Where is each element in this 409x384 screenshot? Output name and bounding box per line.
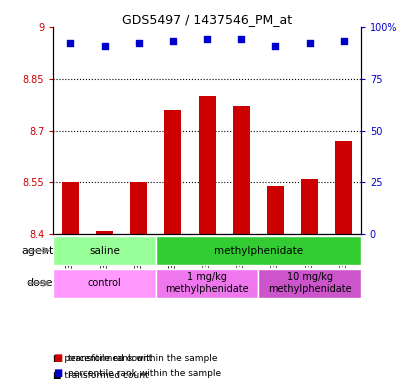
Point <box>237 36 244 42</box>
Text: ■ transformed count: ■ transformed count <box>53 371 148 380</box>
FancyBboxPatch shape <box>258 268 360 298</box>
Point <box>135 40 142 46</box>
Point <box>101 43 108 49</box>
Point <box>67 40 74 46</box>
Bar <box>62 182 79 234</box>
Text: methylphenidate: methylphenidate <box>213 246 302 256</box>
Bar <box>300 179 317 234</box>
Point <box>272 43 278 49</box>
Point <box>306 40 312 46</box>
Text: agent: agent <box>21 246 53 256</box>
Bar <box>266 186 283 234</box>
Text: ■: ■ <box>53 368 63 378</box>
FancyBboxPatch shape <box>53 268 155 298</box>
Bar <box>130 182 147 234</box>
Text: 1 mg/kg
methylphenidate: 1 mg/kg methylphenidate <box>165 272 248 294</box>
Point <box>339 38 346 45</box>
Bar <box>96 231 113 234</box>
FancyBboxPatch shape <box>155 236 360 265</box>
Bar <box>232 106 249 234</box>
Point <box>169 38 176 45</box>
Point <box>203 36 210 42</box>
FancyBboxPatch shape <box>155 268 258 298</box>
Text: ■ percentile rank within the sample: ■ percentile rank within the sample <box>53 354 217 363</box>
Text: control: control <box>88 278 121 288</box>
Bar <box>198 96 215 234</box>
FancyBboxPatch shape <box>53 236 155 265</box>
Text: ■: ■ <box>53 353 63 363</box>
Text: dose: dose <box>27 278 53 288</box>
Bar <box>164 110 181 234</box>
Title: GDS5497 / 1437546_PM_at: GDS5497 / 1437546_PM_at <box>122 13 291 26</box>
Text: 10 mg/kg
methylphenidate: 10 mg/kg methylphenidate <box>267 272 351 294</box>
Text: transformed count: transformed count <box>67 354 151 363</box>
Text: percentile rank within the sample: percentile rank within the sample <box>67 369 220 378</box>
Text: saline: saline <box>89 246 120 256</box>
Bar <box>334 141 351 234</box>
